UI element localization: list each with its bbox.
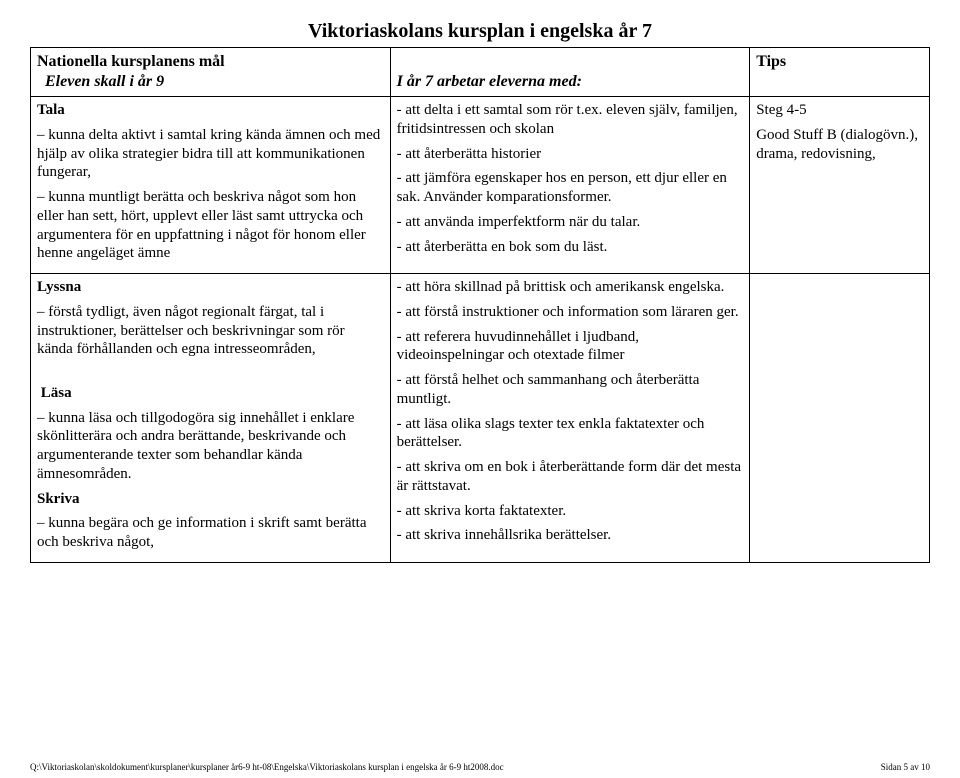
tala-row: Tala – kunna delta aktivt i samtal kring…	[31, 97, 930, 274]
tala-arb-4: - att använda imperfektform när du talar…	[397, 213, 744, 232]
lasa-heading: Läsa	[41, 385, 72, 401]
footer-page: Sidan 5 av 10	[881, 762, 930, 772]
tala-arb-5: - att återberätta en bok som du läst.	[397, 238, 744, 257]
tala-mal-2: – kunna muntligt berätta och beskriva nå…	[37, 188, 384, 263]
header-col2: I år 7 arbetar eleverna med:	[390, 48, 750, 97]
arb2-7: - att skriva korta faktatexter.	[397, 502, 744, 521]
tala-arb-3: - att jämföra egenskaper hos en person, …	[397, 169, 744, 207]
tala-col1: Tala – kunna delta aktivt i samtal kring…	[31, 97, 391, 274]
lyssna-col2: - att höra skillnad på brittisk och amer…	[390, 274, 750, 563]
tips-p2: Good Stuff B (dialogövn.), drama, redovi…	[756, 126, 923, 164]
arb2-2: - att förstå instruktioner och informati…	[397, 303, 744, 322]
header-col1-line2: Eleven skall i år 9	[37, 73, 164, 90]
lyssna-row: Lyssna – förstå tydligt, även något regi…	[31, 274, 930, 563]
arb2-3: - att referera huvudinnehållet i ljudban…	[397, 328, 744, 366]
lyssna-heading: Lyssna	[37, 279, 81, 295]
header-col1: Nationella kursplanens mål Eleven skall …	[31, 48, 391, 97]
header-row: Nationella kursplanens mål Eleven skall …	[31, 48, 930, 97]
tala-heading: Tala	[37, 102, 65, 118]
tala-arb-1: - att delta i ett samtal som rör t.ex. e…	[397, 101, 744, 139]
arb2-4: - att förstå helhet och sammanhang och å…	[397, 371, 744, 409]
lyssna-col1: Lyssna – förstå tydligt, även något regi…	[31, 274, 391, 563]
footer: Q:\Viktoriaskolan\skoldokument\kursplane…	[30, 762, 930, 772]
tala-arb-2: - att återberätta historier	[397, 145, 744, 164]
footer-path: Q:\Viktoriaskolan\skoldokument\kursplane…	[30, 762, 504, 772]
tala-mal-1: – kunna delta aktivt i samtal kring känd…	[37, 126, 384, 182]
arb2-6: - att skriva om en bok i återberättande …	[397, 458, 744, 496]
arb2-5: - att läsa olika slags texter tex enkla …	[397, 415, 744, 453]
lasa-mal: – kunna läsa och tillgodogöra sig innehå…	[37, 409, 384, 484]
arb2-1: - att höra skillnad på brittisk och amer…	[397, 278, 744, 297]
tala-tips: Steg 4-5 Good Stuff B (dialogövn.), dram…	[750, 97, 930, 274]
lyssna-mal: – förstå tydligt, även något regionalt f…	[37, 303, 384, 359]
doc-title: Viktoriaskolans kursplan i engelska år 7	[30, 20, 930, 43]
skriva-heading: Skriva	[37, 491, 80, 507]
tips-p1: Steg 4-5	[756, 101, 923, 120]
skriva-mal: – kunna begära och ge information i skri…	[37, 514, 384, 552]
arb2-8: - att skriva innehållsrika berättelser.	[397, 526, 744, 545]
header-col1-line1: Nationella kursplanens mål	[37, 53, 225, 70]
header-col3: Tips	[750, 48, 930, 97]
lyssna-tips	[750, 274, 930, 563]
curriculum-table: Nationella kursplanens mål Eleven skall …	[30, 47, 930, 563]
tala-col2: - att delta i ett samtal som rör t.ex. e…	[390, 97, 750, 274]
